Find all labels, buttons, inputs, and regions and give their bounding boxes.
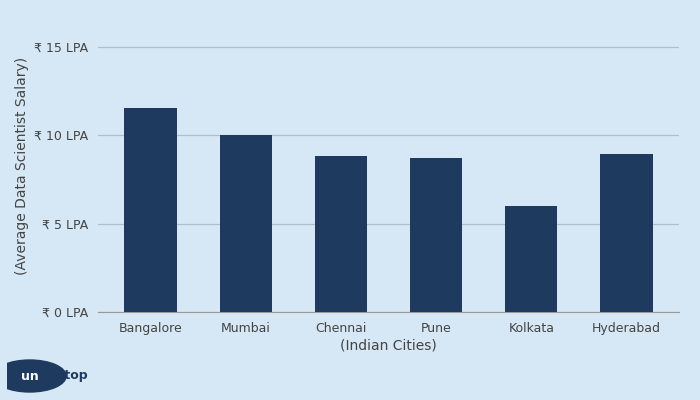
Bar: [505, 206, 557, 312]
Bar: [220, 135, 272, 312]
X-axis label: (Indian Cities): (Indian Cities): [340, 339, 437, 353]
Text: un: un: [21, 370, 38, 382]
Bar: [125, 108, 177, 312]
Text: stop: stop: [57, 370, 88, 382]
Circle shape: [0, 360, 66, 392]
Bar: [410, 158, 462, 312]
Bar: [315, 156, 367, 312]
Y-axis label: (Average Data Scientist Salary): (Average Data Scientist Salary): [15, 57, 29, 275]
Bar: [600, 154, 652, 312]
